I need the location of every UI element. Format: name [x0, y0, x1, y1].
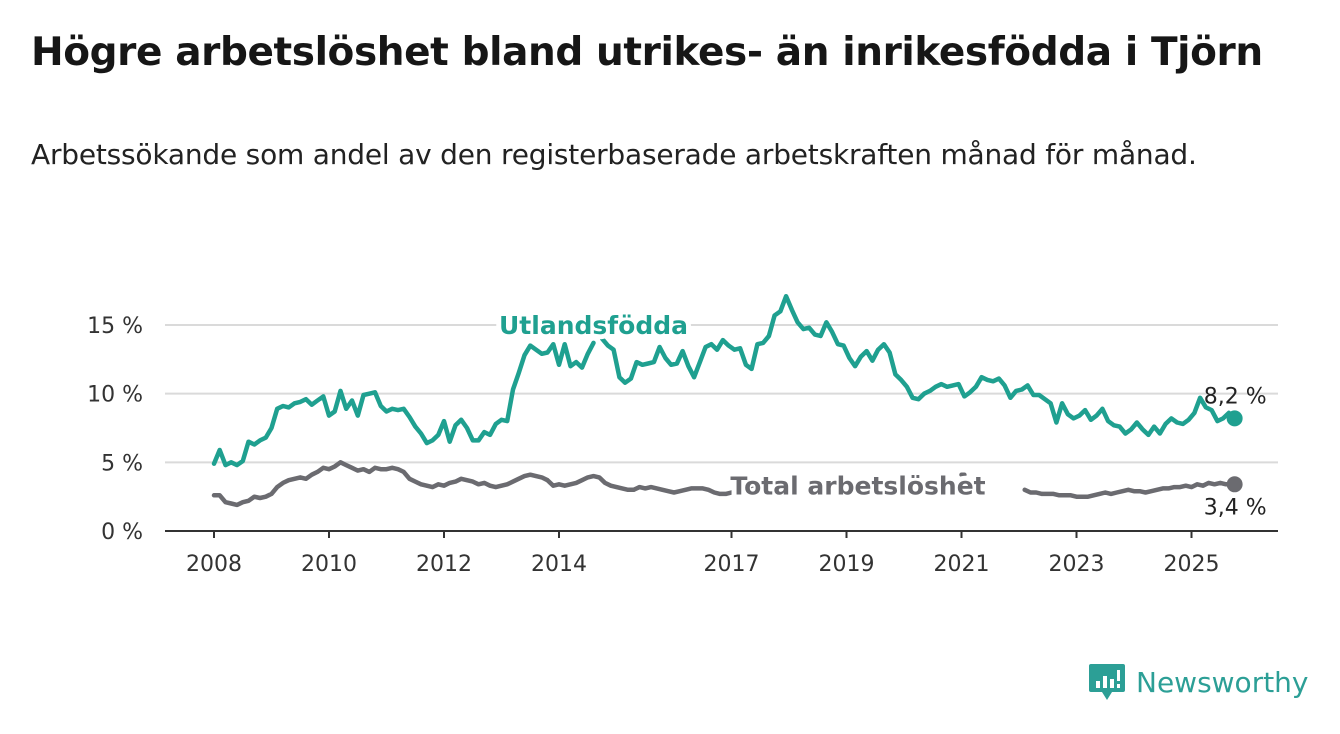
chart-subtitle: Arbetssökande som andel av den registerb…: [31, 138, 1197, 171]
y-tick-label: 10 %: [87, 383, 143, 408]
x-tick-label: 2023: [1049, 552, 1105, 577]
series-label-halo: Utlandsfödda: [499, 311, 688, 340]
series-end-marker: [1226, 410, 1243, 427]
y-tick-label: 5 %: [101, 451, 143, 476]
series-end-label: 8,2 %: [1204, 384, 1267, 409]
grid-lines: [165, 324, 1278, 464]
axes: 0 % 5 % 10 % 15 % 2008 2010 2012 2014 2017 2019 20…: [87, 314, 1278, 577]
newsworthy-logo-icon: [1089, 664, 1125, 700]
series-line-utlandsfodda: [211, 293, 1237, 468]
series-end-marker: [1226, 476, 1243, 493]
series-line-total: [211, 460, 1237, 508]
x-tick-label: 2012: [416, 552, 472, 577]
x-tick-label: 2025: [1164, 552, 1220, 577]
x-tick-label: 2014: [531, 552, 587, 577]
series-label-halo: Total arbetslöshet: [730, 472, 985, 501]
newsworthy-brand: Newsworthy: [1088, 660, 1309, 704]
y-tick-label: 0 %: [101, 520, 143, 545]
x-tick-label: 2008: [186, 552, 242, 577]
series-end-label: 3,4 %: [1204, 495, 1267, 520]
series-name-label: Total arbetslöshet: [730, 472, 985, 501]
chart-title: Högre arbetslöshet bland utrikes- än inr…: [31, 30, 1263, 75]
x-tick-label: 2021: [934, 552, 990, 577]
brand-name: Newsworthy: [1136, 665, 1309, 699]
series-name-label: Utlandsfödda: [499, 311, 688, 340]
series-lines: [211, 293, 1243, 508]
x-tick-label: 2019: [819, 552, 875, 577]
x-tick-label: 2010: [301, 552, 357, 577]
series-labels: 8,2 %3,4 %UtlandsföddaUtlandsföddaTotal …: [494, 306, 1267, 520]
y-tick-label: 15 %: [87, 314, 143, 339]
x-tick-label: 2017: [704, 552, 760, 577]
